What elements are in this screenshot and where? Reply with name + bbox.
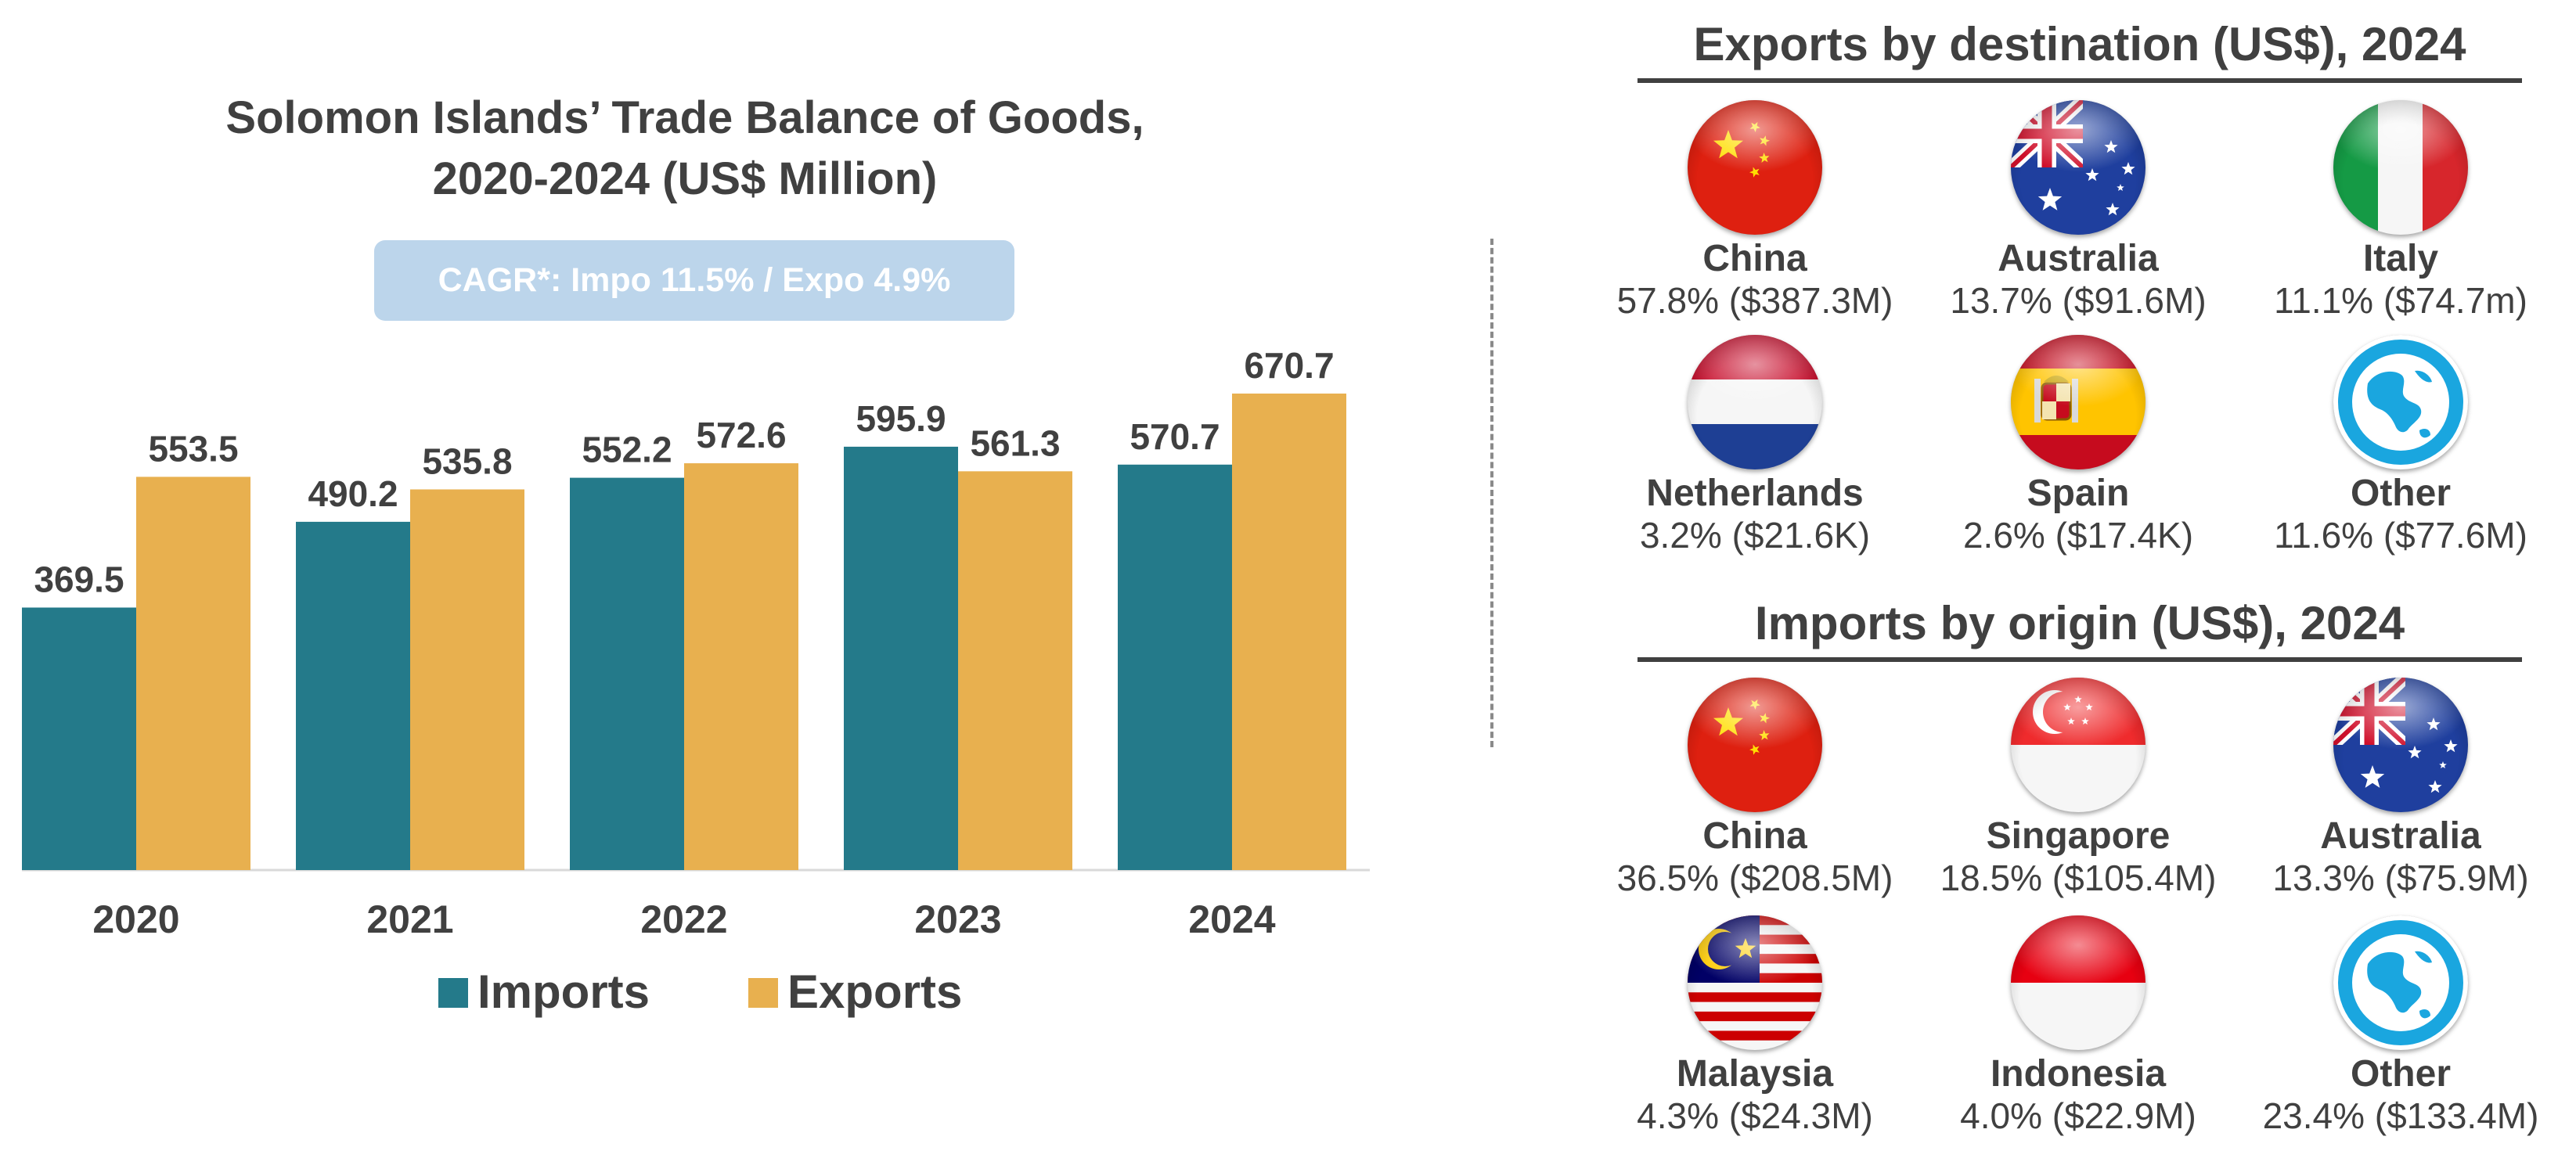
country-value: 4.3% ($24.3M) [1637, 1095, 1873, 1136]
legend-label-exports: Exports [787, 966, 962, 1018]
exports-bar-2023 [958, 471, 1072, 870]
imports-data-label-2021: 490.2 [308, 473, 398, 514]
imports-data-label-2023: 595.9 [856, 398, 946, 439]
x-tick-label-2023: 2023 [914, 897, 1001, 941]
country-value: 13.7% ($91.6M) [1950, 280, 2207, 321]
country-name: China [1702, 238, 1807, 279]
imports-title-rule [1637, 657, 2522, 662]
country-other: Other 23.4% ($133.4M) [2236, 915, 2565, 1136]
country-value: 3.2% ($21.6K) [1639, 515, 1871, 556]
country-malaysia: Malaysia 4.3% ($24.3M) [1591, 915, 1919, 1136]
country-value: 13.3% ($75.9M) [2272, 858, 2529, 898]
country-name: Australia [2320, 815, 2481, 857]
country-name: Other [2350, 1053, 2451, 1095]
country-name: Indonesia [1990, 1053, 2167, 1095]
country-value: 2.6% ($17.4K) [1962, 515, 2194, 556]
country-other: Other 11.6% ($77.6M) [2236, 335, 2565, 556]
country-name: China [1702, 815, 1807, 857]
imports-bar-2024 [1118, 464, 1232, 870]
exports-data-label-2024: 670.7 [1244, 345, 1334, 386]
imports-bar-2022 [570, 477, 684, 870]
chart-title-line2: 2020-2024 (US$ Million) [432, 153, 938, 204]
cagr-badge: CAGR*: Impo 11.5% / Expo 4.9% [374, 240, 1014, 321]
country-value: 4.0% ($22.9M) [1960, 1095, 2196, 1136]
country-name: Spain [2027, 473, 2130, 514]
bar-chart: 369.5 553.5 2020 490.2 535.8 2021 552.2 572.6 20… [22, 345, 1370, 1018]
country-china: China 36.5% ($208.5M) [1591, 678, 1919, 898]
indonesia-flag-icon [2011, 915, 2145, 1050]
legend-swatch-exports [748, 978, 778, 1008]
globe-icon [2333, 915, 2468, 1050]
country-china: China 57.8% ($387.3M) [1591, 100, 1919, 321]
italy-flag-icon [2333, 100, 2468, 235]
country-spain: Spain 2.6% ($17.4K) [1914, 335, 2243, 556]
china-flag-icon [1688, 100, 1822, 235]
china-flag-icon [1688, 678, 1822, 812]
imports-title: Imports by origin (US$), 2024 [1754, 597, 2405, 649]
country-name: Singapore [1986, 815, 2171, 857]
country-value: 11.1% ($74.7m) [2274, 280, 2527, 321]
exports-bar-2020 [136, 477, 250, 870]
exports-data-label-2020: 553.5 [148, 428, 238, 469]
exports-title: Exports by destination (US$), 2024 [1693, 18, 2466, 70]
australia-flag-icon [2011, 100, 2145, 235]
australia-flag-icon [2333, 678, 2468, 812]
exports-data-label-2023: 561.3 [970, 423, 1060, 463]
country-name: Malaysia [1676, 1053, 1834, 1095]
imports-bar-2021 [296, 521, 410, 870]
malaysia-flag-icon [1688, 915, 1822, 1050]
chart-title-line1: Solomon Islands’ Trade Balance of Goods, [225, 92, 1144, 143]
country-name: Other [2350, 473, 2451, 514]
exports-data-label-2022: 572.6 [696, 415, 786, 455]
x-tick-label-2022: 2022 [640, 897, 727, 941]
spain-flag-icon [2011, 335, 2145, 469]
legend-label-imports: Imports [477, 966, 650, 1018]
x-tick-label-2021: 2021 [366, 897, 453, 941]
country-australia: Australia 13.3% ($75.9M) [2236, 678, 2565, 898]
country-value: 18.5% ($105.4M) [1940, 858, 2217, 898]
exports-bar-2021 [410, 489, 524, 870]
globe-icon [2333, 335, 2468, 469]
imports-bar-2020 [22, 607, 136, 870]
imports-data-label-2022: 552.2 [582, 430, 672, 470]
country-value: 11.6% ($77.6M) [2274, 515, 2527, 556]
exports-bar-2024 [1232, 394, 1346, 870]
country-netherlands: Netherlands 3.2% ($21.6K) [1591, 335, 1919, 556]
country-name: Australia [1998, 238, 2159, 279]
country-name: Netherlands [1646, 473, 1864, 514]
chart-title: Solomon Islands’ Trade Balance of Goods,… [0, 88, 1370, 210]
country-name: Italy [2362, 238, 2439, 279]
imports-bar-2023 [844, 446, 958, 870]
exports-bar-2022 [684, 463, 798, 870]
country-indonesia: Indonesia 4.0% ($22.9M) [1914, 915, 2243, 1136]
legend-swatch-imports [438, 978, 468, 1008]
imports-data-label-2020: 369.5 [34, 559, 124, 599]
country-value: 36.5% ($208.5M) [1616, 858, 1893, 898]
country-value: 57.8% ($387.3M) [1616, 280, 1893, 321]
netherlands-flag-icon [1688, 335, 1822, 469]
exports-title-rule [1637, 78, 2522, 83]
country-singapore: Singapore 18.5% ($105.4M) [1914, 678, 2243, 898]
divider [1490, 239, 1493, 747]
imports-data-label-2024: 570.7 [1129, 416, 1220, 457]
country-australia: Australia 13.7% ($91.6M) [1914, 100, 2243, 321]
x-tick-label-2024: 2024 [1188, 897, 1275, 941]
country-italy: Italy 11.1% ($74.7m) [2236, 100, 2565, 321]
exports-data-label-2021: 535.8 [422, 441, 512, 481]
singapore-flag-icon [2011, 678, 2145, 812]
country-value: 23.4% ($133.4M) [2262, 1095, 2539, 1136]
x-tick-label-2020: 2020 [92, 897, 179, 941]
